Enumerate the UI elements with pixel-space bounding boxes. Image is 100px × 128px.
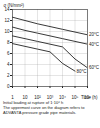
svg-text:10: 10	[4, 29, 10, 34]
svg-text:40°C: 40°C	[89, 42, 100, 47]
html-text:ADVANTA pressure grade pipe ma: ADVANTA pressure grade pipe materials.	[3, 110, 77, 115]
svg-text:Time (h): Time (h)	[81, 95, 98, 100]
svg-text:0: 0	[7, 84, 10, 89]
svg-text:10⁵: 10⁵	[72, 95, 79, 100]
svg-text:8: 8	[7, 40, 10, 45]
svg-text:6: 6	[7, 51, 10, 56]
svg-text:4: 4	[7, 62, 10, 67]
svg-text:σ (N/mm²): σ (N/mm²)	[4, 3, 25, 8]
svg-text:80°C: 80°C	[77, 69, 88, 74]
svg-text:2: 2	[7, 73, 10, 78]
svg-text:12: 12	[4, 18, 10, 23]
svg-text:10³: 10³	[47, 95, 54, 100]
svg-text:10⁴: 10⁴	[59, 95, 66, 100]
svg-text:1: 1	[11, 95, 14, 100]
svg-text:10: 10	[22, 95, 28, 100]
svg-text:14: 14	[4, 6, 10, 12]
html-text:Initial loading at rupture of: Initial loading at rupture of 1·10⁶ h	[3, 100, 64, 105]
svg-text:60°C: 60°C	[89, 65, 100, 70]
svg-text:20°C: 20°C	[89, 32, 100, 37]
html-text:The uppermost curve on the dia: The uppermost curve on the diagram refer…	[3, 105, 85, 110]
svg-text:10²: 10²	[34, 95, 41, 100]
